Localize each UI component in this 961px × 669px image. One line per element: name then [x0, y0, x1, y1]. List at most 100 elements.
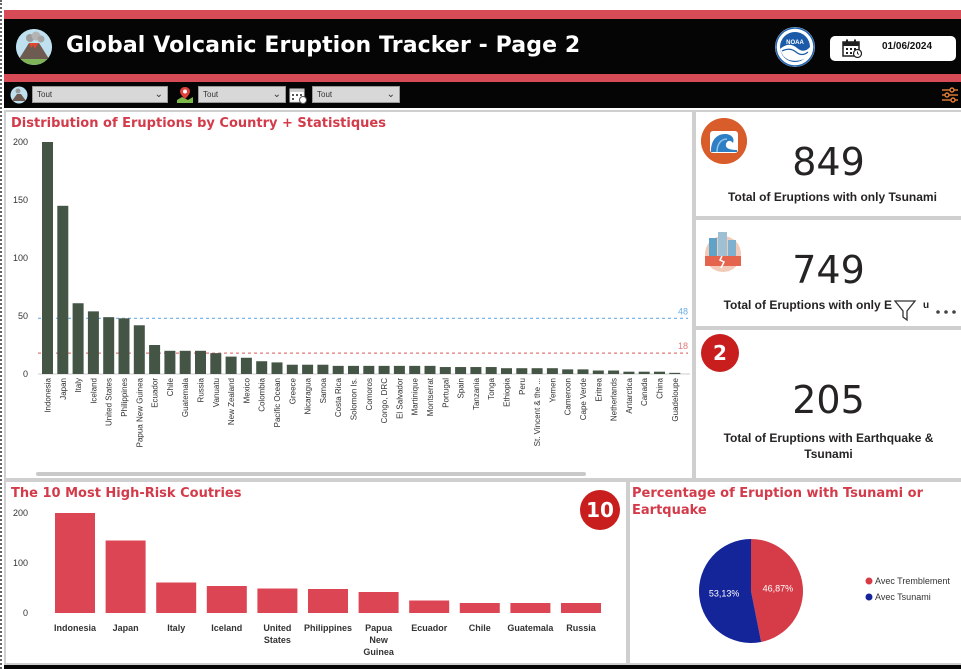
bar — [179, 350, 191, 374]
legend-marker — [865, 577, 873, 585]
bar — [654, 371, 665, 374]
x-tick-label: Canada — [640, 377, 649, 406]
x-tick-label: Cape Verde — [579, 377, 588, 420]
bar — [105, 540, 146, 613]
x-tick-label: Philippines — [120, 378, 129, 417]
bar — [103, 317, 115, 374]
bar — [57, 205, 69, 374]
pie-slice — [699, 539, 762, 643]
date-display[interactable]: 01/06/2024 — [830, 36, 956, 61]
top10-panel: The 10 Most High-Risk Coutries 10 0 100 20… — [4, 480, 628, 665]
bar — [149, 345, 161, 374]
bar — [308, 589, 348, 613]
bar — [531, 368, 543, 374]
top10-badge: 10 — [580, 490, 620, 530]
volcano-filter-value: Tout — [37, 90, 53, 99]
x-tick-label: Guinea — [363, 647, 395, 657]
country-filter-value: Tout — [203, 90, 219, 99]
bar — [485, 367, 497, 374]
y-tick-label: 0 — [23, 369, 28, 379]
bar — [195, 350, 206, 374]
bar — [561, 603, 601, 613]
pie-slice — [751, 539, 804, 642]
x-tick-label: Antarctica — [625, 377, 634, 413]
visual-filter-icon[interactable] — [892, 297, 922, 323]
bar — [72, 303, 84, 374]
x-tick-label: Pacific Ocean — [273, 378, 282, 427]
x-tick-label: St. Vincent & the ... — [533, 378, 542, 446]
distribution-chart-title: Distribution of Eruptions by Country + S… — [11, 116, 386, 131]
calendar-filter-icon — [289, 86, 307, 104]
y-tick-label: 100 — [13, 253, 28, 263]
y-tick-label: 0 — [23, 608, 28, 618]
pie-title-line1: Percentage of Eruption with Tsunami or — [632, 486, 924, 501]
bar — [459, 603, 500, 613]
legend-marker — [865, 593, 873, 601]
filter-settings-icon[interactable] — [941, 86, 959, 104]
x-tick-label: Ecuador — [151, 378, 160, 408]
bar — [210, 353, 222, 374]
volcano-filter-icon — [10, 86, 28, 104]
x-tick-label: Indonesia — [44, 377, 53, 412]
x-tick-label: Martinique — [411, 377, 420, 415]
x-tick-label: Ecuador — [411, 623, 448, 633]
reference-line-label: 48 — [678, 306, 688, 316]
x-tick-label: Comoros — [365, 378, 374, 410]
x-tick-label: Italy — [74, 378, 83, 393]
x-tick-label: Cameroon — [564, 378, 573, 415]
header-accent-bottom — [4, 74, 961, 82]
x-tick-label: Nicaragua — [304, 377, 313, 414]
bar — [455, 367, 467, 374]
x-tick-label: Chile — [166, 377, 175, 396]
horizontal-scrollbar — [36, 472, 586, 476]
x-tick-label: Solomon Is. — [350, 378, 359, 420]
x-tick-label: Greece — [288, 377, 297, 404]
x-tick-label: Iceland — [89, 378, 98, 404]
x-tick-label: Spain — [457, 378, 466, 398]
kpi-earthquake-label: Total of Eruptions with only E — [723, 298, 892, 312]
bar — [256, 361, 268, 374]
x-tick-label: Mexico — [242, 377, 251, 403]
legend-label: Avec Tsunami — [875, 592, 931, 602]
kpi-both-value: 205 — [792, 378, 865, 422]
chevron-down-icon: ⌄ — [272, 89, 281, 100]
pie-slice-label: 53,13% — [709, 589, 740, 599]
y-tick-label: 50 — [18, 311, 28, 321]
bar — [164, 350, 176, 374]
top10-bar-chart[interactable]: 0 100 200 Indonesia Japan Italy Iceland United S… — [6, 482, 626, 663]
volcano-logo-icon — [16, 29, 52, 65]
more-options-icon[interactable] — [934, 300, 960, 320]
legend-label: Avec Tremblement — [875, 576, 950, 586]
x-tick-label: Colombia — [258, 377, 267, 411]
x-tick-label: New Zealand — [227, 378, 236, 425]
y-tick-label: 200 — [13, 508, 28, 518]
y-tick-label: 200 — [13, 137, 28, 147]
pie-title-line2: Eartquake — [632, 503, 707, 518]
distribution-bar-chart[interactable]: 0 50 100 150 200 48 18 Indonesia Japan Italy Icela… — [6, 112, 692, 478]
x-tick-label: States — [264, 635, 291, 645]
x-tick-label: Japan — [113, 623, 139, 633]
bar — [225, 356, 237, 374]
bar — [118, 318, 130, 374]
x-tick-label: Eritrea — [594, 377, 603, 401]
date-filter-dropdown[interactable]: Tout ⌄ — [312, 86, 400, 103]
bar — [348, 365, 359, 374]
tsunami-earthquake-pie-chart[interactable]: 46,87% 53,13% Avec Tremblement Avec Tsunami — [630, 482, 961, 663]
volcano-filter-dropdown[interactable]: Tout ⌄ — [32, 86, 168, 103]
footer-bar — [4, 665, 961, 669]
bar — [332, 365, 344, 374]
pie-panel: Percentage of Eruption with Tsunami or E… — [628, 480, 961, 665]
chevron-down-icon: ⌄ — [154, 89, 163, 100]
y-tick-label: 100 — [13, 558, 28, 568]
bar — [55, 513, 95, 613]
earthquake-icon — [700, 228, 746, 274]
country-filter-dropdown[interactable]: Tout ⌄ — [198, 86, 286, 103]
tsunami-icon — [701, 118, 747, 164]
bar — [439, 367, 451, 374]
pie-slice-label: 46,87% — [763, 583, 794, 593]
bar — [87, 311, 99, 374]
bar — [501, 368, 512, 374]
bar — [358, 592, 399, 613]
x-tick-label: Chile — [469, 623, 491, 633]
